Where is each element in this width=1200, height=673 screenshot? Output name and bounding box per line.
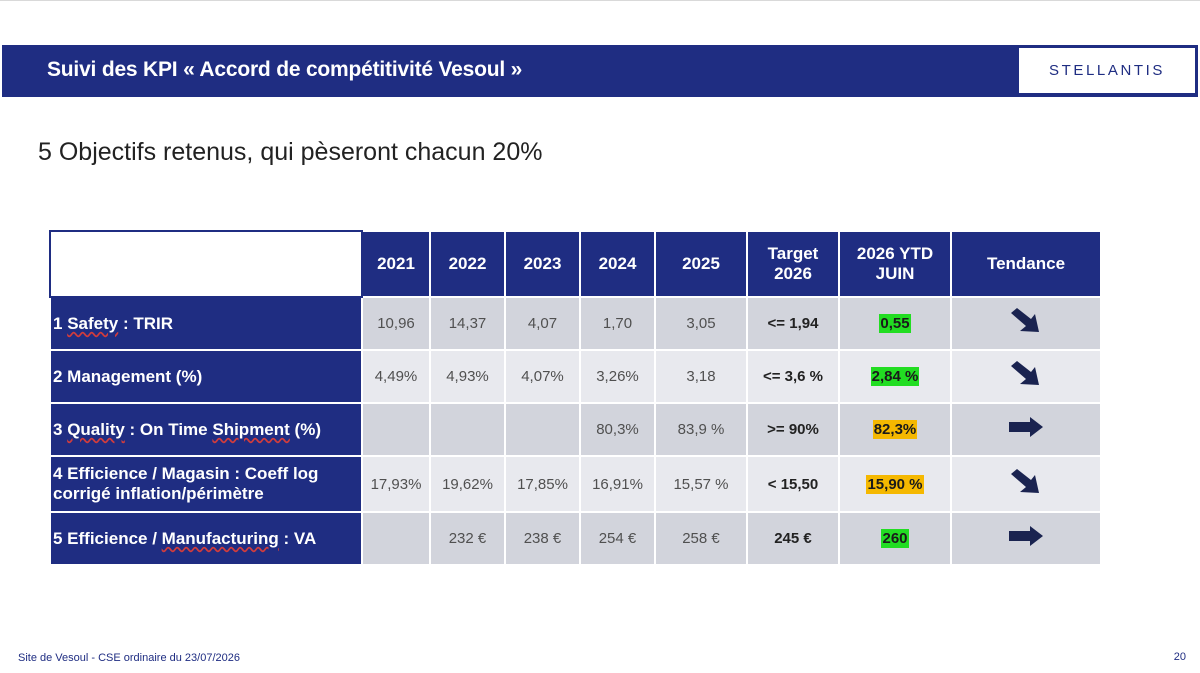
ytd-cell: 260 bbox=[838, 511, 952, 566]
year-value-cell: 4,07 bbox=[504, 296, 581, 351]
year-value-cell bbox=[504, 402, 581, 457]
year-value-cell: 15,57 % bbox=[654, 455, 748, 513]
kpi-label: 3 Quality : On Time Shipment (%) bbox=[49, 402, 363, 457]
year-value-cell: 232 € bbox=[429, 511, 506, 566]
top-rule bbox=[0, 0, 1200, 1]
kpi-table: 2021 2022 2023 2024 2025 Target 2026 2026… bbox=[49, 230, 1102, 566]
year-value-cell: 4,49% bbox=[361, 349, 431, 404]
table-row: 4 Efficience / Magasin : Coeff log corri… bbox=[49, 455, 1102, 513]
arrow-down-right-icon bbox=[1009, 468, 1043, 496]
trend-cell bbox=[950, 349, 1102, 404]
kpi-label: 1 Safety : TRIR bbox=[49, 296, 363, 351]
year-value-cell: 4,07% bbox=[504, 349, 581, 404]
year-value-cell: 3,05 bbox=[654, 296, 748, 351]
arrow-right-icon bbox=[1008, 525, 1044, 547]
ytd-cell: 0,55 bbox=[838, 296, 952, 351]
kpi-label: 4 Efficience / Magasin : Coeff log corri… bbox=[49, 455, 363, 513]
table-row: 5 Efficience / Manufacturing : VA 232 €23… bbox=[49, 511, 1102, 566]
year-value-cell: 19,62% bbox=[429, 455, 506, 513]
year-value-cell: 1,70 bbox=[579, 296, 656, 351]
year-value-cell: 10,96 bbox=[361, 296, 431, 351]
table-row: 2 Management (%) 4,49% 4,93% 4,07% 3,26% 3,18… bbox=[49, 349, 1102, 404]
slide-title: Suivi des KPI « Accord de compétitivité … bbox=[47, 58, 523, 81]
kpi-label-part: 4 Efficience / Magasin : Coeff log corri… bbox=[53, 464, 319, 503]
column-header: 2026 YTD JUIN bbox=[838, 230, 952, 298]
ytd-highlight: 260 bbox=[881, 529, 909, 548]
ytd-cell: 15,90 % bbox=[838, 455, 952, 513]
column-header: Target 2026 bbox=[746, 230, 840, 298]
column-header: 2022 bbox=[429, 230, 506, 298]
trend-cell bbox=[950, 296, 1102, 351]
trend-cell bbox=[950, 455, 1102, 513]
year-value-cell: 4,93% bbox=[429, 349, 506, 404]
year-value-cell bbox=[429, 402, 506, 457]
kpi-label-part: 3 bbox=[53, 419, 68, 439]
year-value-cell: 3,26% bbox=[579, 349, 656, 404]
ytd-cell: 82,3% bbox=[838, 402, 952, 457]
target-cell: >= 90% bbox=[746, 402, 840, 457]
table-header-row: 2021 2022 2023 2024 2025 Target 2026 2026… bbox=[49, 230, 1102, 298]
kpi-label-part: Quality bbox=[67, 419, 125, 439]
year-value-cell: 17,93% bbox=[361, 455, 431, 513]
arrow-right-icon bbox=[1008, 416, 1044, 438]
target-cell: < 15,50 bbox=[746, 455, 840, 513]
ytd-cell: 2,84 % bbox=[838, 349, 952, 404]
year-value-cell: 17,85% bbox=[504, 455, 581, 513]
ytd-highlight: 15,90 % bbox=[866, 474, 924, 494]
kpi-label-part: Manufacturing bbox=[161, 528, 279, 548]
column-header: 2025 bbox=[654, 230, 748, 298]
arrow-down-right-icon bbox=[1009, 360, 1043, 388]
column-header: 2023 bbox=[504, 230, 581, 298]
table-row: 1 Safety : TRIR 10,96 14,37 4,07 1,70 3,05 <= … bbox=[49, 296, 1102, 351]
footer-site-date: Site de Vesoul - CSE ordinaire du 23/07/… bbox=[18, 652, 240, 664]
year-value-cell: 258 € bbox=[654, 511, 748, 566]
kpi-label-part: : VA bbox=[278, 528, 317, 548]
kpi-label-part: Safety bbox=[67, 313, 119, 333]
kpi-label-part: : TRIR bbox=[118, 313, 173, 333]
year-value-cell: 83,9 % bbox=[654, 402, 748, 457]
year-value-cell bbox=[361, 511, 431, 566]
target-cell: <= 3,6 % bbox=[746, 349, 840, 404]
ytd-highlight: 0,55 bbox=[879, 314, 911, 333]
year-value-cell: 238 € bbox=[504, 511, 581, 566]
kpi-label-part: : On Time bbox=[124, 419, 213, 439]
kpi-label-part: (%) bbox=[289, 419, 321, 439]
table-row: 3 Quality : On Time Shipment (%) 80,3% 83,… bbox=[49, 402, 1102, 457]
year-value-cell: 254 € bbox=[579, 511, 656, 566]
column-header: 2024 bbox=[579, 230, 656, 298]
column-header: 2021 bbox=[361, 230, 431, 298]
kpi-label: 5 Efficience / Manufacturing : VA bbox=[49, 511, 363, 566]
ytd-highlight: 2,84 % bbox=[870, 367, 920, 386]
arrow-down-right-icon bbox=[1009, 307, 1043, 335]
target-cell: <= 1,94 bbox=[746, 296, 840, 351]
title-banner: Suivi des KPI « Accord de compétitivité … bbox=[2, 45, 1198, 97]
kpi-label-part: 2 Management (%) bbox=[53, 366, 203, 386]
kpi-label-part: 5 Efficience / bbox=[53, 528, 162, 548]
trend-cell bbox=[950, 511, 1102, 566]
stellantis-logo: STELLANTIS bbox=[1019, 48, 1195, 93]
table-corner-cell bbox=[49, 230, 363, 298]
page-number: 20 bbox=[1173, 651, 1186, 663]
year-value-cell: 14,37 bbox=[429, 296, 506, 351]
kpi-label-part: 1 bbox=[53, 313, 68, 333]
ytd-highlight: 82,3% bbox=[872, 420, 918, 439]
trend-cell bbox=[950, 402, 1102, 457]
year-value-cell bbox=[361, 402, 431, 457]
slide-subtitle: 5 Objectifs retenus, qui pèseront chacun… bbox=[38, 138, 543, 166]
kpi-label: 2 Management (%) bbox=[49, 349, 363, 404]
column-header: Tendance bbox=[950, 230, 1102, 298]
logo-text: STELLANTIS bbox=[1048, 62, 1166, 79]
kpi-label-part: Shipment bbox=[212, 419, 290, 439]
year-value-cell: 80,3% bbox=[579, 402, 656, 457]
year-value-cell: 16,91% bbox=[579, 455, 656, 513]
year-value-cell: 3,18 bbox=[654, 349, 748, 404]
target-cell: 245 € bbox=[746, 511, 840, 566]
